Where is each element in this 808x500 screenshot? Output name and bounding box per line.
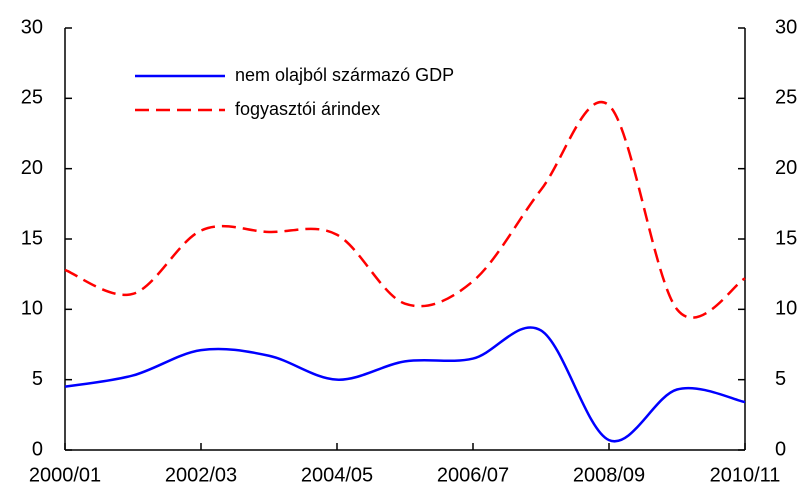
y-tick-label: 10	[21, 298, 43, 320]
y2-tick-label: 20	[775, 157, 797, 179]
legend-label: nem olajból származó GDP	[235, 65, 454, 85]
y-tick-label: 30	[21, 16, 43, 38]
series-line	[64, 326, 746, 443]
y-tick-label: 5	[32, 368, 43, 390]
y-tick-label: 0	[32, 438, 43, 460]
y-tick-label: 20	[21, 157, 43, 179]
x-tick-label: 2006/07	[437, 464, 509, 486]
y2-tick-label: 5	[775, 368, 786, 390]
y-tick-label: 25	[21, 87, 43, 109]
x-tick-label: 2008/09	[573, 464, 645, 486]
x-tick-label: 2002/03	[165, 464, 237, 486]
y2-tick-label: 0	[775, 438, 786, 460]
y2-tick-label: 10	[775, 298, 797, 320]
y-tick-label: 15	[21, 227, 43, 249]
series-line	[64, 101, 746, 319]
x-tick-label: 2004/05	[301, 464, 373, 486]
legend-label: fogyasztói árindex	[235, 99, 380, 119]
y2-tick-label: 25	[775, 87, 797, 109]
y2-tick-label: 30	[775, 16, 797, 38]
y2-tick-label: 15	[775, 227, 797, 249]
x-tick-label: 2010/11	[710, 464, 781, 486]
x-tick-label: 2000/01	[29, 464, 101, 486]
